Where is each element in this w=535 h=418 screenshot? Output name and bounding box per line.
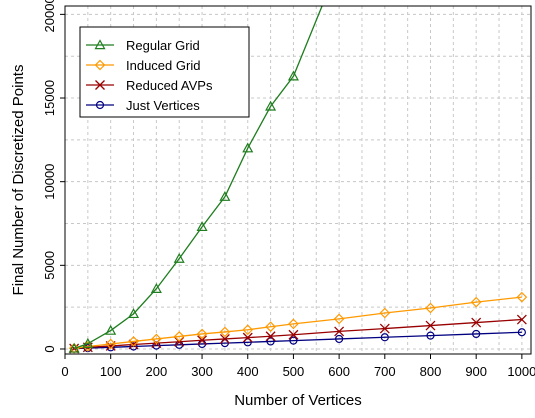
y-tick-label: 5000: [42, 251, 57, 280]
data-point: [105, 324, 117, 335]
legend-entry: Induced Grid: [86, 58, 200, 73]
series-regular-grid: [68, 6, 323, 353]
legend-label: Reduced AVPs: [126, 78, 213, 93]
data-point: [151, 333, 162, 345]
x-tick-label: 1000: [507, 364, 535, 379]
data-point: [196, 328, 208, 340]
series-line: [74, 296, 522, 349]
legend-label: Induced Grid: [126, 58, 200, 73]
data-point: [219, 326, 231, 338]
data-point: [128, 336, 139, 347]
data-point: [265, 321, 276, 333]
series-line: [74, 318, 522, 350]
legend-entry: Just Vertices: [86, 98, 200, 113]
data-point: [516, 291, 528, 303]
x-tick-label: 500: [283, 364, 305, 379]
grid: [64, 6, 531, 354]
y-axis-label: Final Number of Discretized Points: [10, 65, 27, 296]
data-point: [334, 326, 345, 337]
data-point: [288, 318, 299, 330]
legend-box: [79, 26, 250, 118]
data-point: [379, 323, 390, 334]
x-tick-label: 800: [420, 364, 442, 379]
data-point: [219, 333, 230, 344]
x-tick-label: 400: [237, 364, 259, 379]
y-tick-label: 10000: [42, 164, 57, 200]
data-point: [266, 337, 275, 346]
y-tick-label: 20000: [42, 0, 57, 32]
data-point: [105, 338, 117, 350]
legend-marker: [95, 100, 105, 110]
data-point: [517, 328, 526, 337]
legend-entry: Reduced AVPs: [86, 78, 213, 93]
data-point: [471, 317, 482, 328]
y-tick-label: 15000: [42, 80, 57, 116]
legend-entry: Regular Grid: [86, 38, 200, 53]
data-point: [152, 341, 161, 350]
data-point: [287, 70, 299, 81]
legend-marker: [94, 39, 106, 50]
data-point: [174, 336, 185, 347]
data-point: [265, 331, 276, 342]
data-point: [129, 342, 138, 351]
data-point: [196, 221, 208, 232]
x-tick-label: 700: [374, 364, 396, 379]
data-point: [289, 336, 298, 345]
data-point: [288, 329, 299, 340]
data-point: [128, 308, 140, 319]
data-point: [173, 331, 185, 342]
data-point: [197, 335, 208, 346]
x-tick-label: 0: [61, 364, 68, 379]
data-point: [380, 333, 389, 342]
data-point: [335, 334, 344, 344]
data-point: [516, 314, 527, 325]
data-point: [82, 337, 94, 348]
legend-marker: [94, 59, 106, 71]
x-tick-label: 300: [191, 364, 213, 379]
legend-label: Just Vertices: [126, 98, 200, 113]
series-layer: [68, 6, 528, 354]
data-point: [219, 190, 231, 201]
data-point: [242, 332, 253, 343]
series-line: [74, 331, 522, 350]
data-point: [425, 320, 436, 331]
data-point: [242, 324, 254, 336]
x-tick-label: 200: [146, 364, 168, 379]
data-point: [173, 252, 185, 263]
data-point: [265, 100, 277, 111]
data-point: [68, 342, 80, 353]
y-tick-label: 0: [42, 345, 57, 352]
data-point: [472, 329, 481, 339]
x-tick-label: 100: [100, 364, 122, 379]
data-point: [242, 142, 254, 153]
legend-marker: [95, 80, 105, 90]
series-induced-grid: [68, 291, 528, 354]
data-point: [470, 296, 482, 308]
x-tick-label: 900: [465, 364, 487, 379]
data-point: [243, 338, 252, 347]
ticks: 0 100 200 300 400 500 600 700 800 900 100005000100…: [42, 0, 535, 379]
data-point: [426, 331, 435, 340]
data-point: [425, 302, 436, 314]
legend: Regular Grid Induced Grid Reduced AVPs Just…: [79, 26, 250, 118]
x-axis-label: Number of Vertices: [234, 392, 362, 409]
legend-label: Regular Grid: [126, 38, 200, 53]
data-point: [379, 307, 391, 319]
data-point: [333, 313, 345, 325]
x-tick-label: 600: [328, 364, 350, 379]
data-point: [150, 283, 162, 293]
plot-frame: [64, 5, 532, 355]
